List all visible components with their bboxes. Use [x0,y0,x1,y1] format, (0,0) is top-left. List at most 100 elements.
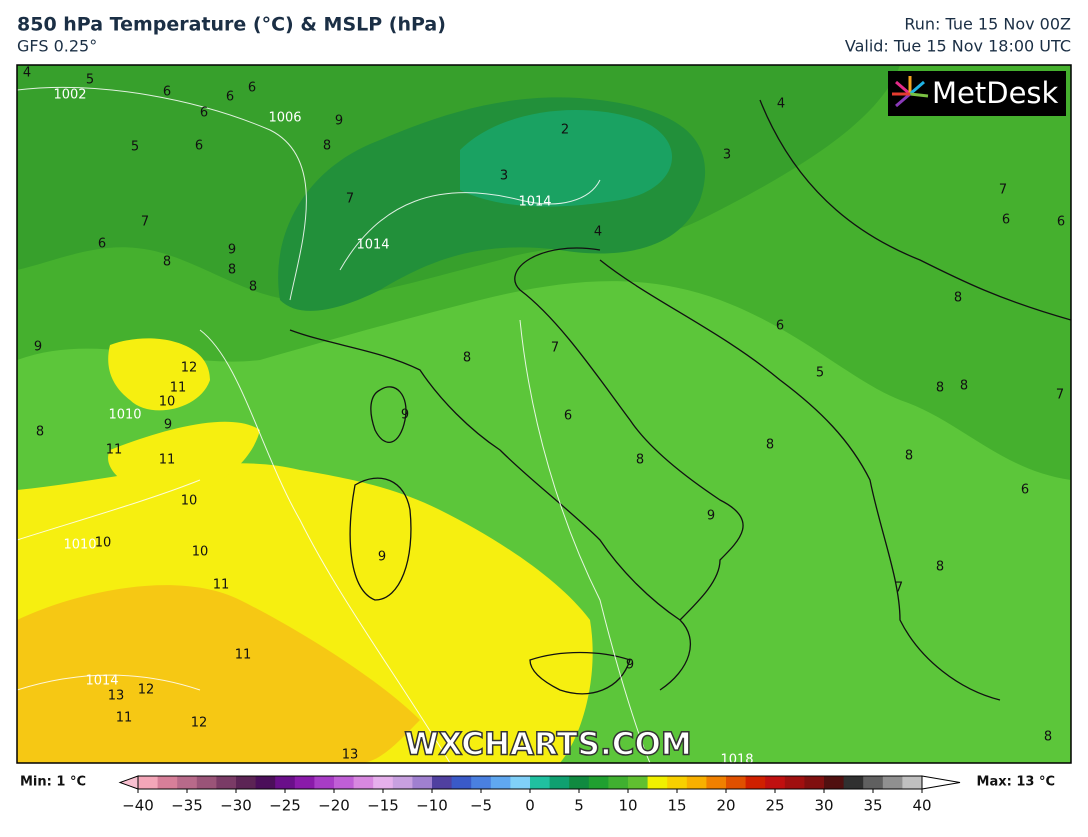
colorbar-swatch [392,776,413,789]
colorbar-swatch [667,776,688,789]
temperature-label: 9 [401,408,409,423]
colorbar-swatch [255,776,276,789]
colorbar-swatch [177,776,198,789]
colorbar-swatch [353,776,374,789]
colorbar-tick-label: −35 [171,797,203,815]
temperature-label: 6 [1057,215,1065,230]
colorbar-swatch [314,776,335,789]
colorbar-swatch [726,776,747,789]
temperature-label: 8 [1044,730,1052,745]
colorbar-swatch [686,776,707,789]
temperature-label: 7 [346,192,354,207]
colorbar-swatch [804,776,825,789]
temperature-label: 8 [636,453,644,468]
colorbar-tick-label: −5 [470,797,492,815]
temperature-label: 5 [131,140,139,155]
title: 850 hPa Temperature (°C) & MSLP (hPa) [17,14,446,36]
temperature-label: 13 [342,748,359,763]
temperature-label: 10 [95,536,112,551]
temperature-label: 8 [960,379,968,394]
temperature-label: 4 [23,66,31,81]
temperature-label: 8 [36,425,44,440]
temperature-label: 3 [723,148,731,163]
temp-zone [108,338,260,500]
logo-icon [892,76,929,108]
temperature-label: 8 [954,291,962,306]
colorbar-swatch [569,776,590,789]
colorbar-swatch [647,776,668,789]
temperature-label: 11 [213,578,230,593]
temperature-label: 8 [163,255,171,270]
temperature-label: 4 [777,97,785,112]
colorbar-swatch [451,776,472,789]
colorbar-swatch [882,776,903,789]
colorbar-tick-label: −25 [269,797,301,815]
isobar-label: 1010 [108,408,141,423]
colorbar-arrow [921,775,961,790]
temperature-label: 10 [181,494,198,509]
temperature-label: 8 [323,139,331,154]
colorbar-swatch [294,776,315,789]
temperature-label: 8 [905,449,913,464]
temperature-label: 5 [816,366,824,381]
colorbar-swatch [902,776,923,789]
subtitle: GFS 0.25° [17,37,97,56]
colorbar-tick-label: −10 [416,797,448,815]
colorbar-tick-label: 5 [574,797,584,815]
colorbar-swatch [843,776,864,789]
colorbar-tick-label: 15 [667,797,686,815]
colorbar-swatch [138,776,159,789]
temperature-label: 7 [141,215,149,230]
colorbar-swatch [863,776,884,789]
colorbar-swatch [432,776,453,789]
colorbar-tick-label: −30 [220,797,252,815]
colorbar-swatch [608,776,629,789]
temperature-label: 11 [116,711,133,726]
colorbar-swatch [412,776,433,789]
colorbar-swatch [628,776,649,789]
temperature-label: 6 [200,106,208,121]
colorbar-tick-label: 20 [716,797,735,815]
run-time: Run: Tue 15 Nov 00Z [904,15,1071,34]
colorbar-arrow [118,775,139,790]
colorbar-swatch [216,776,237,789]
colorbar-swatch [236,776,257,789]
colorbar-swatch [157,776,178,789]
temperature-label: 12 [181,361,198,376]
temperature-label: 8 [463,351,471,366]
temperature-label: 12 [191,716,208,731]
isobars [17,86,651,763]
temperature-label: 7 [999,183,1007,198]
colorbar-tick-label: 40 [912,797,931,815]
temperature-label: 6 [1021,483,1029,498]
isobar-label: 1010 [63,538,96,553]
isobar-label: 1002 [53,88,86,103]
colorbar-swatch [334,776,355,789]
colorbar-swatch [510,776,531,789]
temperature-label: 10 [192,545,209,560]
temperature-label: 7 [895,581,903,596]
temperature-label: 13 [108,689,125,704]
temperature-label: 9 [164,418,172,433]
temperature-label: 6 [564,409,572,424]
colorbar-swatch [196,776,217,789]
colorbar-swatch [745,776,766,789]
map-frame [16,64,1072,764]
colorbar-swatch [275,776,296,789]
temperature-label: 12 [138,683,155,698]
coastlines [289,99,1071,701]
temperature-label: 9 [378,550,386,565]
temperature-label: 6 [98,237,106,252]
temperature-label: 6 [1002,213,1010,228]
colorbar-tick-label: −20 [318,797,350,815]
temperature-label: 8 [228,263,236,278]
colorbar-swatch [765,776,786,789]
temperature-label: 4 [594,225,602,240]
temperature-label: 7 [1056,388,1064,403]
temperature-label: 8 [936,381,944,396]
temperature-label: 8 [766,438,774,453]
temperature-label: 9 [707,509,715,524]
